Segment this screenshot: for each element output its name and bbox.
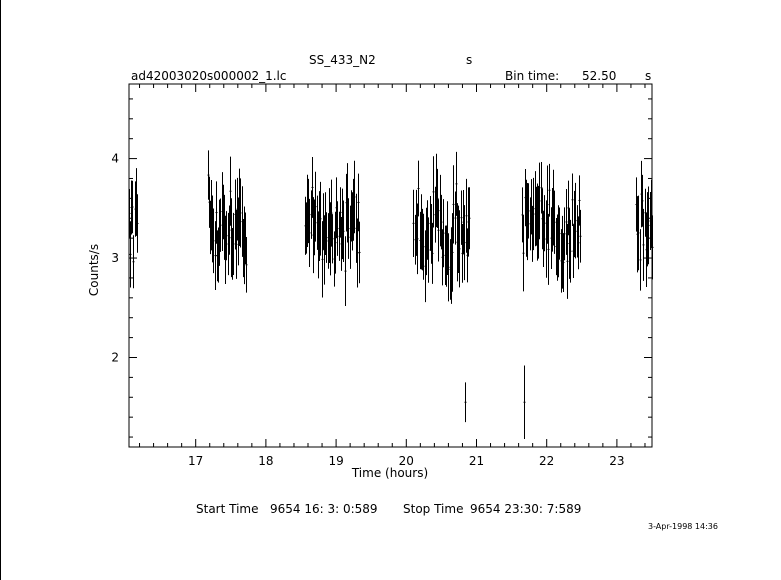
y-axis-label: Counts/s xyxy=(87,244,101,296)
x-tick-label: 17 xyxy=(188,454,203,468)
bin-time-label: Bin time: xyxy=(505,69,560,83)
bin-time-unit: s xyxy=(645,69,652,83)
data-points xyxy=(128,150,654,440)
x-tick-label: 21 xyxy=(469,454,484,468)
x-tick-label: 20 xyxy=(399,454,414,468)
y-tick-label: 4 xyxy=(111,152,119,166)
y-tick-label: 3 xyxy=(111,251,119,265)
filename-label: ad42003020s000002_1.lc xyxy=(131,69,287,83)
bin-time-value: 52.50 xyxy=(582,69,617,83)
start-time-label: Start Time xyxy=(196,502,259,516)
x-tick-label: 23 xyxy=(609,454,624,468)
x-axis-label: Time (hours) xyxy=(351,466,428,480)
left-border xyxy=(0,0,1,580)
stop-time-value: 9654 23:30: 7:589 xyxy=(470,502,582,516)
object-title: SS_433_N2 xyxy=(309,53,376,67)
object-unit: s xyxy=(466,53,473,67)
start-time-value: 9654 16: 3: 0:589 xyxy=(270,502,378,516)
x-tick-label: 19 xyxy=(328,454,343,468)
axis-ticks xyxy=(129,84,652,447)
plot-date: 3-Apr-1998 14:36 xyxy=(648,522,718,531)
x-tick-label: 18 xyxy=(258,454,273,468)
stop-time-label: Stop Time xyxy=(403,502,464,516)
x-tick-label: 22 xyxy=(539,454,554,468)
y-tick-label: 2 xyxy=(111,350,119,364)
